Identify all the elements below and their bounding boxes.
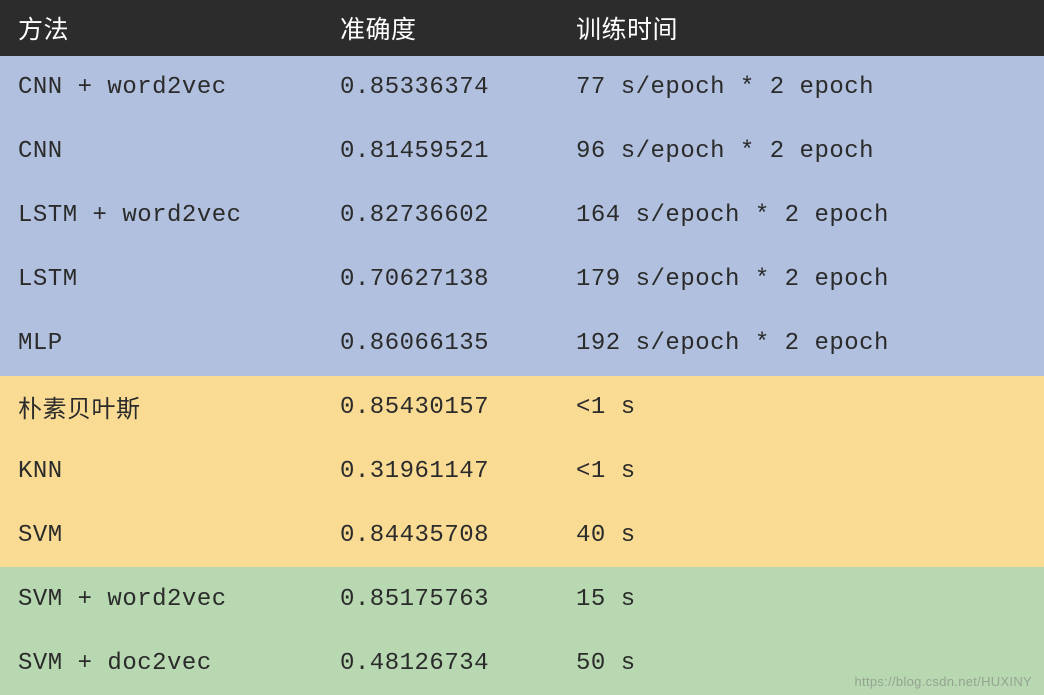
table-row: 朴素贝叶斯 0.85430157 <1 s	[0, 376, 1044, 440]
table-row: LSTM 0.70627138 179 s/epoch * 2 epoch	[0, 248, 1044, 312]
cell-accuracy: 0.31961147	[322, 458, 558, 485]
table-row: SVM 0.84435708 40 s	[0, 503, 1044, 567]
cell-accuracy: 0.84435708	[322, 522, 558, 549]
cell-accuracy: 0.81459521	[322, 138, 558, 165]
cell-time: 164 s/epoch * 2 epoch	[558, 202, 1044, 229]
cell-method: LSTM	[0, 266, 322, 293]
cell-time: 50 s	[558, 650, 1044, 677]
cell-method: CNN	[0, 138, 322, 165]
watermark-text: https://blog.csdn.net/HUXINY	[855, 674, 1032, 689]
comparison-table: 方法 准确度 训练时间 CNN + word2vec 0.85336374 77…	[0, 0, 1044, 695]
table-row: MLP 0.86066135 192 s/epoch * 2 epoch	[0, 312, 1044, 376]
cell-method: SVM	[0, 522, 322, 549]
cell-method: KNN	[0, 458, 322, 485]
cell-time: 77 s/epoch * 2 epoch	[558, 74, 1044, 101]
cell-time: 96 s/epoch * 2 epoch	[558, 138, 1044, 165]
cell-accuracy: 0.82736602	[322, 202, 558, 229]
col-header-time: 训练时间	[558, 10, 1044, 46]
table-row: CNN + word2vec 0.85336374 77 s/epoch * 2…	[0, 56, 1044, 120]
cell-accuracy: 0.85175763	[322, 586, 558, 613]
cell-method: LSTM + word2vec	[0, 202, 322, 229]
cell-method: 朴素贝叶斯	[0, 389, 322, 425]
cell-accuracy: 0.85430157	[322, 394, 558, 421]
cell-time: <1 s	[558, 394, 1044, 421]
table-row: KNN 0.31961147 <1 s	[0, 439, 1044, 503]
cell-method: MLP	[0, 330, 322, 357]
table-row: SVM + word2vec 0.85175763 15 s	[0, 567, 1044, 631]
cell-accuracy: 0.86066135	[322, 330, 558, 357]
cell-accuracy: 0.70627138	[322, 266, 558, 293]
cell-accuracy: 0.85336374	[322, 74, 558, 101]
cell-time: 40 s	[558, 522, 1044, 549]
table-row: LSTM + word2vec 0.82736602 164 s/epoch *…	[0, 184, 1044, 248]
cell-method: CNN + word2vec	[0, 74, 322, 101]
cell-time: 179 s/epoch * 2 epoch	[558, 266, 1044, 293]
table-header-row: 方法 准确度 训练时间	[0, 0, 1044, 56]
cell-time: <1 s	[558, 458, 1044, 485]
table-row: CNN 0.81459521 96 s/epoch * 2 epoch	[0, 120, 1044, 184]
col-header-method: 方法	[0, 10, 322, 46]
cell-accuracy: 0.48126734	[322, 650, 558, 677]
cell-time: 192 s/epoch * 2 epoch	[558, 330, 1044, 357]
col-header-accuracy: 准确度	[322, 10, 558, 46]
cell-time: 15 s	[558, 586, 1044, 613]
cell-method: SVM + doc2vec	[0, 650, 322, 677]
cell-method: SVM + word2vec	[0, 586, 322, 613]
